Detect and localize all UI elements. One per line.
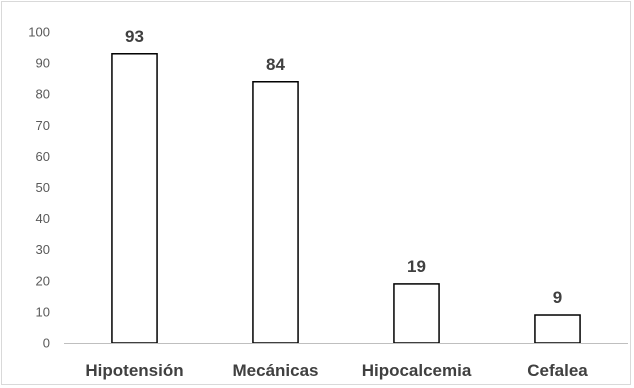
y-tick-label: 30	[36, 242, 50, 257]
x-category-label: Mecánicas	[233, 361, 319, 380]
y-tick-label: 70	[36, 118, 50, 133]
data-label: 19	[407, 257, 426, 276]
y-tick-label: 40	[36, 211, 50, 226]
y-tick-label: 80	[36, 87, 50, 102]
data-labels: 93 84 19 9	[125, 27, 562, 307]
y-tick-label: 100	[28, 25, 50, 40]
x-category-label: Cefalea	[527, 361, 588, 380]
y-axis-ticks: 0 10 20 30 40 50 60 70 80 90 100	[28, 25, 50, 351]
y-tick-label: 20	[36, 273, 50, 288]
data-label: 84	[266, 55, 285, 74]
bar-mecánicas	[252, 81, 299, 344]
x-category-label: Hipotensión	[85, 361, 183, 380]
data-label: 93	[125, 27, 144, 46]
bar-hipocalcemia	[393, 283, 440, 344]
y-tick-label: 90	[36, 56, 50, 71]
y-tick-label: 60	[36, 149, 50, 164]
bar-hipotensión	[111, 53, 158, 344]
y-tick-label: 50	[36, 180, 50, 195]
y-tick-label: 0	[43, 336, 50, 351]
bars	[111, 53, 581, 344]
bar-cefalea	[534, 314, 581, 344]
x-category-label: Hipocalcemia	[362, 361, 472, 380]
x-axis-labels: Hipotensión Mecánicas Hipocalcemia Cefalea	[85, 361, 588, 380]
data-label: 9	[553, 288, 562, 307]
y-tick-label: 10	[36, 304, 50, 319]
